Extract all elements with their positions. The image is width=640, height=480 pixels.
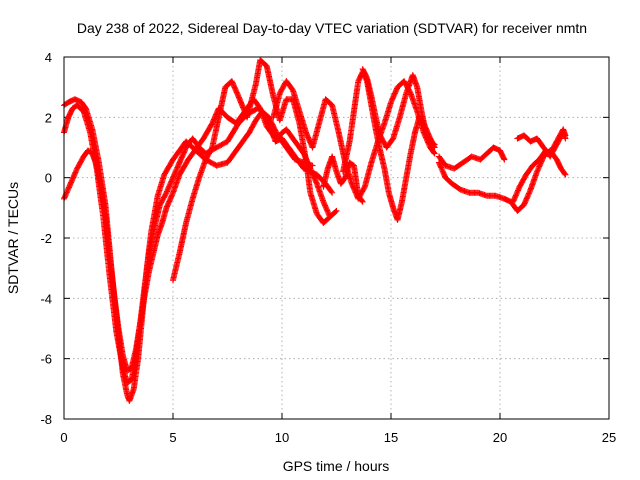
- series-track-g: [359, 66, 438, 151]
- series-track-l: [320, 153, 366, 205]
- data-point: [358, 197, 365, 204]
- data-point: [430, 140, 437, 147]
- data-point: [562, 132, 569, 139]
- series-track-k: [510, 126, 569, 205]
- data-point: [562, 171, 569, 178]
- series-track-e: [270, 78, 438, 202]
- series-track-d: [170, 57, 333, 284]
- y-tick-label: 0: [45, 171, 52, 186]
- y-tick-label: -6: [40, 352, 52, 367]
- x-tick-label: 25: [602, 430, 616, 445]
- y-tick-label: 2: [45, 110, 52, 125]
- data-point: [326, 214, 333, 221]
- y-tick-label: 4: [45, 50, 52, 65]
- data-point: [328, 188, 335, 195]
- x-tick-label: 0: [60, 430, 67, 445]
- chart-title: Day 238 of 2022, Sidereal Day-to-day VTE…: [77, 20, 587, 36]
- y-tick-label: -2: [40, 231, 52, 246]
- grid-lines: [64, 57, 609, 419]
- x-tick-label: 10: [275, 430, 289, 445]
- tick-labels: 0 5 10 15 20 25 -8 -6 -4 -2 0 2 4: [40, 50, 616, 445]
- data-point: [332, 208, 339, 215]
- y-axis-label: SDTVAR / TECUs: [5, 182, 21, 294]
- y-tick-label: -4: [40, 291, 52, 306]
- series-track-c: [61, 96, 340, 374]
- data-point: [431, 141, 438, 148]
- data-point: [326, 213, 333, 220]
- x-tick-label: 20: [493, 430, 507, 445]
- data-point: [501, 156, 508, 163]
- x-tick-label: 15: [384, 430, 398, 445]
- y-tick-label: -8: [40, 412, 52, 427]
- series-track-h: [435, 144, 508, 172]
- series-track-b: [61, 102, 316, 386]
- x-axis-label: GPS time / hours: [283, 458, 390, 474]
- data-point: [431, 150, 438, 157]
- x-tick-label: 5: [169, 430, 176, 445]
- data-point: [359, 198, 366, 205]
- data-point: [329, 189, 336, 196]
- data-point: [333, 207, 340, 214]
- data-point: [561, 170, 568, 177]
- data-point: [430, 149, 437, 156]
- data-marks: [61, 57, 569, 404]
- plot-frame: [63, 56, 610, 420]
- series-track-i: [435, 147, 569, 214]
